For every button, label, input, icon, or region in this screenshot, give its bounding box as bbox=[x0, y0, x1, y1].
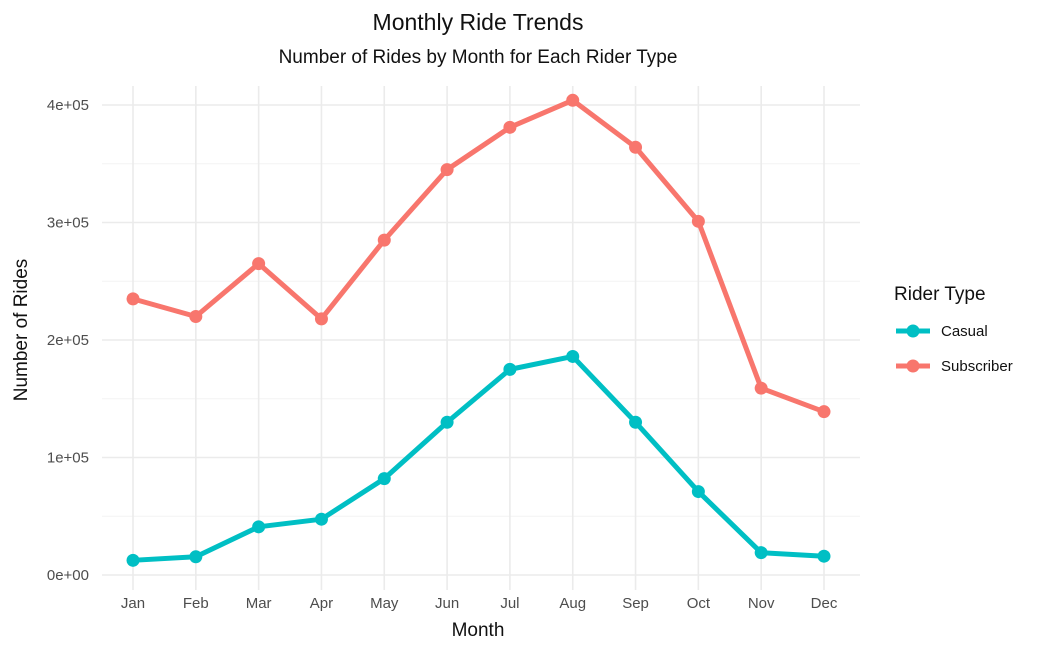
data-point-subscriber bbox=[566, 93, 580, 107]
y-tick-label: 4e+05 bbox=[47, 97, 89, 114]
chart-title: Monthly Ride Trends bbox=[373, 9, 584, 35]
x-tick-label: Nov bbox=[748, 595, 775, 612]
data-point-subscriber bbox=[440, 163, 454, 177]
legend: Rider Type Casual Subscriber bbox=[894, 284, 1013, 375]
data-point-subscriber bbox=[377, 233, 391, 247]
data-point-subscriber bbox=[754, 381, 768, 395]
data-point-casual bbox=[691, 485, 705, 499]
x-tick-label: Apr bbox=[310, 595, 333, 612]
y-tick-label: 3e+05 bbox=[47, 215, 89, 232]
legend-key-point bbox=[906, 359, 920, 373]
data-point-casual bbox=[189, 550, 203, 564]
data-point-casual bbox=[314, 512, 328, 526]
x-tick-label: Dec bbox=[811, 595, 838, 612]
data-series bbox=[126, 93, 831, 567]
y-tick-label: 1e+05 bbox=[47, 450, 89, 467]
data-point-casual bbox=[629, 415, 643, 429]
y-tick-label: 2e+05 bbox=[47, 332, 89, 349]
x-tick-label: Oct bbox=[687, 595, 711, 612]
x-tick-label: Feb bbox=[183, 595, 209, 612]
series-line-casual bbox=[132, 353, 825, 563]
data-point-casual bbox=[377, 472, 391, 486]
x-tick-label: Mar bbox=[246, 595, 272, 612]
data-point-subscriber bbox=[691, 214, 705, 228]
x-tick-label: Jan bbox=[121, 595, 145, 612]
legend-title: Rider Type bbox=[894, 284, 986, 305]
data-point-casual bbox=[252, 520, 266, 534]
legend-label-casual: Casual bbox=[941, 323, 988, 340]
series-line-subscriber bbox=[132, 97, 825, 415]
data-point-subscriber bbox=[126, 292, 140, 306]
data-point-casual bbox=[503, 362, 517, 376]
x-tick-label: May bbox=[370, 595, 399, 612]
data-point-casual bbox=[817, 549, 831, 563]
data-point-subscriber bbox=[252, 257, 266, 271]
data-point-subscriber bbox=[629, 140, 643, 154]
chart-subtitle: Number of Rides by Month for Each Rider … bbox=[279, 47, 678, 68]
data-point-casual bbox=[754, 546, 768, 560]
data-point-subscriber bbox=[817, 405, 831, 419]
x-axis-title: Month bbox=[452, 620, 505, 641]
axes: 0e+00 1e+05 2e+05 3e+05 4e+05 Jan Feb Mar Apr May… bbox=[47, 97, 838, 612]
data-point-subscriber bbox=[189, 310, 203, 323]
data-point-subscriber bbox=[314, 312, 328, 326]
data-point-subscriber bbox=[503, 120, 517, 134]
x-tick-label: Aug bbox=[559, 595, 586, 612]
y-axis-title: Number of Rides bbox=[11, 259, 32, 402]
x-tick-label: Sep bbox=[622, 595, 649, 612]
y-tick-label: 0e+00 bbox=[47, 567, 89, 584]
x-tick-label: Jul bbox=[500, 595, 519, 612]
x-tick-label: Jun bbox=[435, 595, 459, 612]
data-point-casual bbox=[440, 415, 454, 429]
data-point-casual bbox=[126, 553, 140, 567]
legend-label-subscriber: Subscriber bbox=[941, 358, 1013, 375]
legend-key-point bbox=[906, 324, 920, 338]
grid-lines bbox=[102, 86, 860, 590]
data-point-casual bbox=[566, 349, 580, 363]
